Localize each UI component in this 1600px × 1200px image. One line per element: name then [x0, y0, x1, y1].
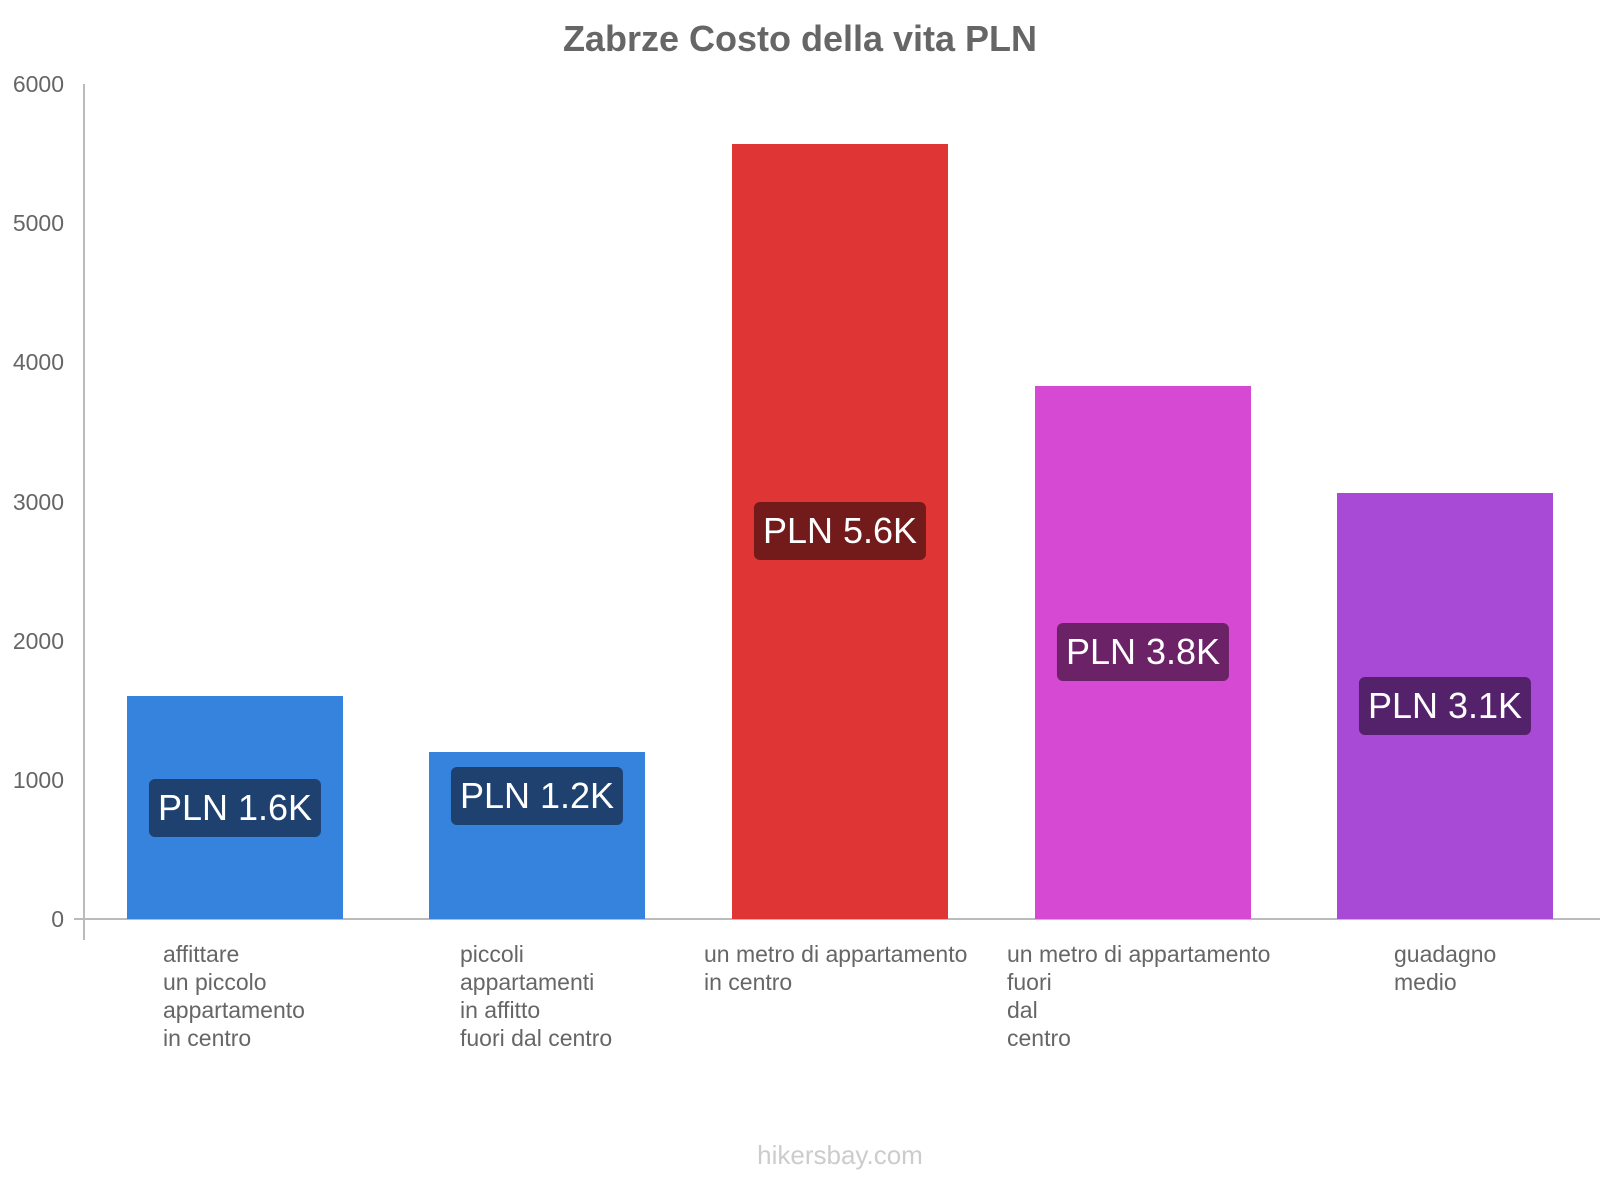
bar-value-label: PLN 3.8K	[1056, 623, 1230, 682]
x-category-label: affittare un piccolo appartamento in cen…	[163, 941, 305, 1051]
y-tick-mark	[74, 919, 84, 920]
bar-value-label: PLN 1.6K	[148, 778, 322, 837]
y-tick-label: 1000	[12, 766, 64, 793]
y-tick-label: 6000	[12, 71, 64, 97]
y-tick-label: 5000	[12, 210, 64, 237]
x-category-label: un metro di appartamento fuori dal centr…	[1007, 941, 1271, 1051]
y-tick-label: 4000	[12, 349, 64, 376]
bar-value-label: PLN 5.6K	[753, 502, 927, 561]
y-axis-line	[83, 84, 85, 940]
bar-value-label: PLN 3.1K	[1358, 677, 1532, 736]
y-tick-label: 0	[51, 906, 64, 932]
x-category-label: guadagno medio	[1394, 941, 1497, 995]
x-category-label: piccoli appartamenti in affitto fuori da…	[460, 941, 613, 1051]
x-category-label: un metro di appartamento in centro	[704, 941, 968, 995]
bar-value-label: PLN 1.2K	[450, 767, 624, 825]
y-tick-label: 3000	[12, 488, 64, 515]
y-tick-label: 2000	[12, 627, 64, 654]
x-axis-line	[74, 918, 1600, 920]
footer-watermark: hikersbay.com	[757, 1140, 923, 1170]
chart-title: Zabrze Costo della vita PLN	[562, 18, 1038, 59]
